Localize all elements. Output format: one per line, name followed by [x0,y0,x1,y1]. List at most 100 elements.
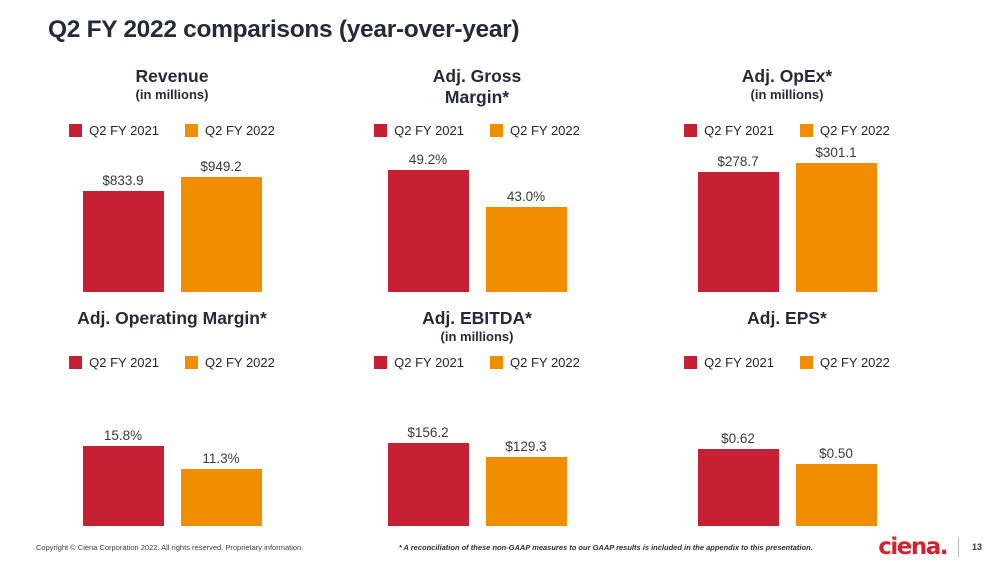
bar-group-q2fy2022: 11.3% [180,451,262,526]
legend-label: Q2 FY 2021 [394,122,464,138]
legend-item-q2fy2022: Q2 FY 2022 [185,355,275,370]
legend-item-q2fy2021: Q2 FY 2021 [684,123,774,138]
chart-header: Adj. OpEx* (in millions) [742,66,832,122]
legend-label: Q2 FY 2021 [89,354,159,370]
page-title: Q2 FY 2022 comparisons (year-over-year) [48,16,520,43]
bar-group-q2fy2021: 15.8% [82,428,164,526]
legend-item-q2fy2022: Q2 FY 2022 [185,123,275,138]
legend-item-q2fy2021: Q2 FY 2021 [684,355,774,370]
chart-title: Adj. EPS* [747,308,827,328]
bar-q2fy2021 [387,443,469,526]
chart-header: Adj. Gross Margin* [433,66,522,122]
legend-swatch-2021 [69,123,83,137]
legend-item-q2fy2021: Q2 FY 2021 [374,123,464,138]
bar-group-q2fy2022: 43.0% [485,189,567,292]
bar-q2fy2022 [180,469,262,526]
bar-group-q2fy2022: $301.1 [795,145,877,292]
bar-group-q2fy2022: $949.2 [180,159,262,292]
bar-value-label: $0.50 [819,446,853,461]
plot-area: $278.7 $301.1 [697,145,877,292]
bar-group-q2fy2022: $0.50 [795,446,877,526]
legend-item-q2fy2021: Q2 FY 2021 [69,355,159,370]
legend-item-q2fy2022: Q2 FY 2022 [490,355,580,370]
chart-adj-gross-margin: Adj. Gross Margin* Q2 FY 2021 Q2 FY 2022… [322,66,632,292]
bar-value-label: $129.3 [505,439,547,454]
footnote-text: * A reconciliation of these non-GAAP mea… [398,542,813,552]
bar-group-q2fy2021: $278.7 [697,154,779,292]
bar-value-label: $278.7 [717,154,759,169]
bar-value-label: $156.2 [407,425,449,440]
legend-item-q2fy2022: Q2 FY 2022 [490,123,580,138]
bar-group-q2fy2021: $0.62 [697,431,779,526]
legend-label: Q2 FY 2021 [89,122,159,138]
bar-q2fy2022 [180,177,262,292]
legend-swatch-2021 [69,355,83,369]
legend-swatch-2021 [684,355,698,369]
copyright-text: Copyright © Ciena Corporation 2022. All … [36,542,304,552]
slide-footer: Copyright © Ciena Corporation 2022. All … [0,532,1002,562]
plot-area: $0.62 $0.50 [697,431,877,526]
legend-label: Q2 FY 2021 [704,354,774,370]
bar-value-label: $949.2 [200,159,242,174]
legend-label: Q2 FY 2022 [820,354,890,370]
bar-value-label: $301.1 [815,145,857,160]
bar-value-label: $833.9 [102,173,144,188]
chart-title: Adj. EBITDA* [422,308,532,328]
chart-title: Adj. Operating Margin* [77,308,267,328]
bar-q2fy2021 [697,172,779,292]
legend-item-q2fy2022: Q2 FY 2022 [800,355,890,370]
legend-label: Q2 FY 2022 [205,122,275,138]
chart-header: Adj. Operating Margin* [77,308,267,354]
bar-q2fy2022 [795,163,877,292]
legend: Q2 FY 2021 Q2 FY 2022 [684,354,890,370]
legend: Q2 FY 2021 Q2 FY 2022 [374,354,580,370]
bar-q2fy2021 [82,446,164,526]
bar-group-q2fy2021: 49.2% [387,152,469,292]
chart-title: Adj. Gross Margin* [432,66,522,107]
legend-swatch-2022 [490,123,503,137]
legend-label: Q2 FY 2022 [820,122,890,138]
bar-value-label: 49.2% [408,152,448,167]
charts-grid: Revenue (in millions) Q2 FY 2021 Q2 FY 2… [22,66,964,526]
page-number: 13 [971,542,982,552]
chart-adj-eps: Adj. EPS* Q2 FY 2021 Q2 FY 2022 $0.62 [632,308,942,526]
legend-swatch-2022 [490,355,503,369]
bar-q2fy2021 [387,170,469,292]
legend: Q2 FY 2021 Q2 FY 2022 [684,122,890,138]
chart-subtitle: (in millions) [135,86,209,102]
chart-header: Adj. EPS* [747,308,827,354]
chart-header: Revenue (in millions) [136,66,209,122]
chart-adj-opex: Adj. OpEx* (in millions) Q2 FY 2021 Q2 F… [632,66,942,292]
bar-q2fy2021 [697,449,779,526]
legend-swatch-2021 [374,355,388,369]
plot-area: 15.8% 11.3% [82,428,262,526]
legend-swatch-2022 [185,123,198,137]
legend: Q2 FY 2021 Q2 FY 2022 [69,354,275,370]
chart-header: Adj. EBITDA* (in millions) [422,308,532,354]
bar-value-label: $0.62 [721,431,755,446]
bar-q2fy2022 [485,207,567,292]
bar-q2fy2022 [795,464,877,526]
legend-swatch-2021 [374,123,388,137]
plot-area: 49.2% 43.0% [387,152,567,292]
chart-adj-ebitda: Adj. EBITDA* (in millions) Q2 FY 2021 Q2… [322,308,632,526]
legend-swatch-2021 [684,123,698,137]
plot-area: $156.2 $129.3 [387,425,567,526]
legend-label: Q2 FY 2022 [510,122,580,138]
plot-area: $833.9 $949.2 [82,159,262,292]
bar-group-q2fy2022: $129.3 [485,439,567,526]
legend-label: Q2 FY 2022 [510,354,580,370]
bar-group-q2fy2021: $833.9 [82,173,164,292]
chart-subtitle: (in millions) [750,86,824,102]
bar-value-label: 11.3% [202,451,240,466]
ciena-logo: ciena. [878,533,948,560]
legend-label: Q2 FY 2021 [704,122,774,138]
chart-title: Adj. OpEx* [741,66,833,86]
legend: Q2 FY 2021 Q2 FY 2022 [374,122,580,138]
legend-label: Q2 FY 2022 [205,354,275,370]
legend-swatch-2022 [800,355,813,369]
legend-swatch-2022 [185,355,198,369]
legend-item-q2fy2021: Q2 FY 2021 [69,123,159,138]
legend-swatch-2022 [800,123,813,137]
